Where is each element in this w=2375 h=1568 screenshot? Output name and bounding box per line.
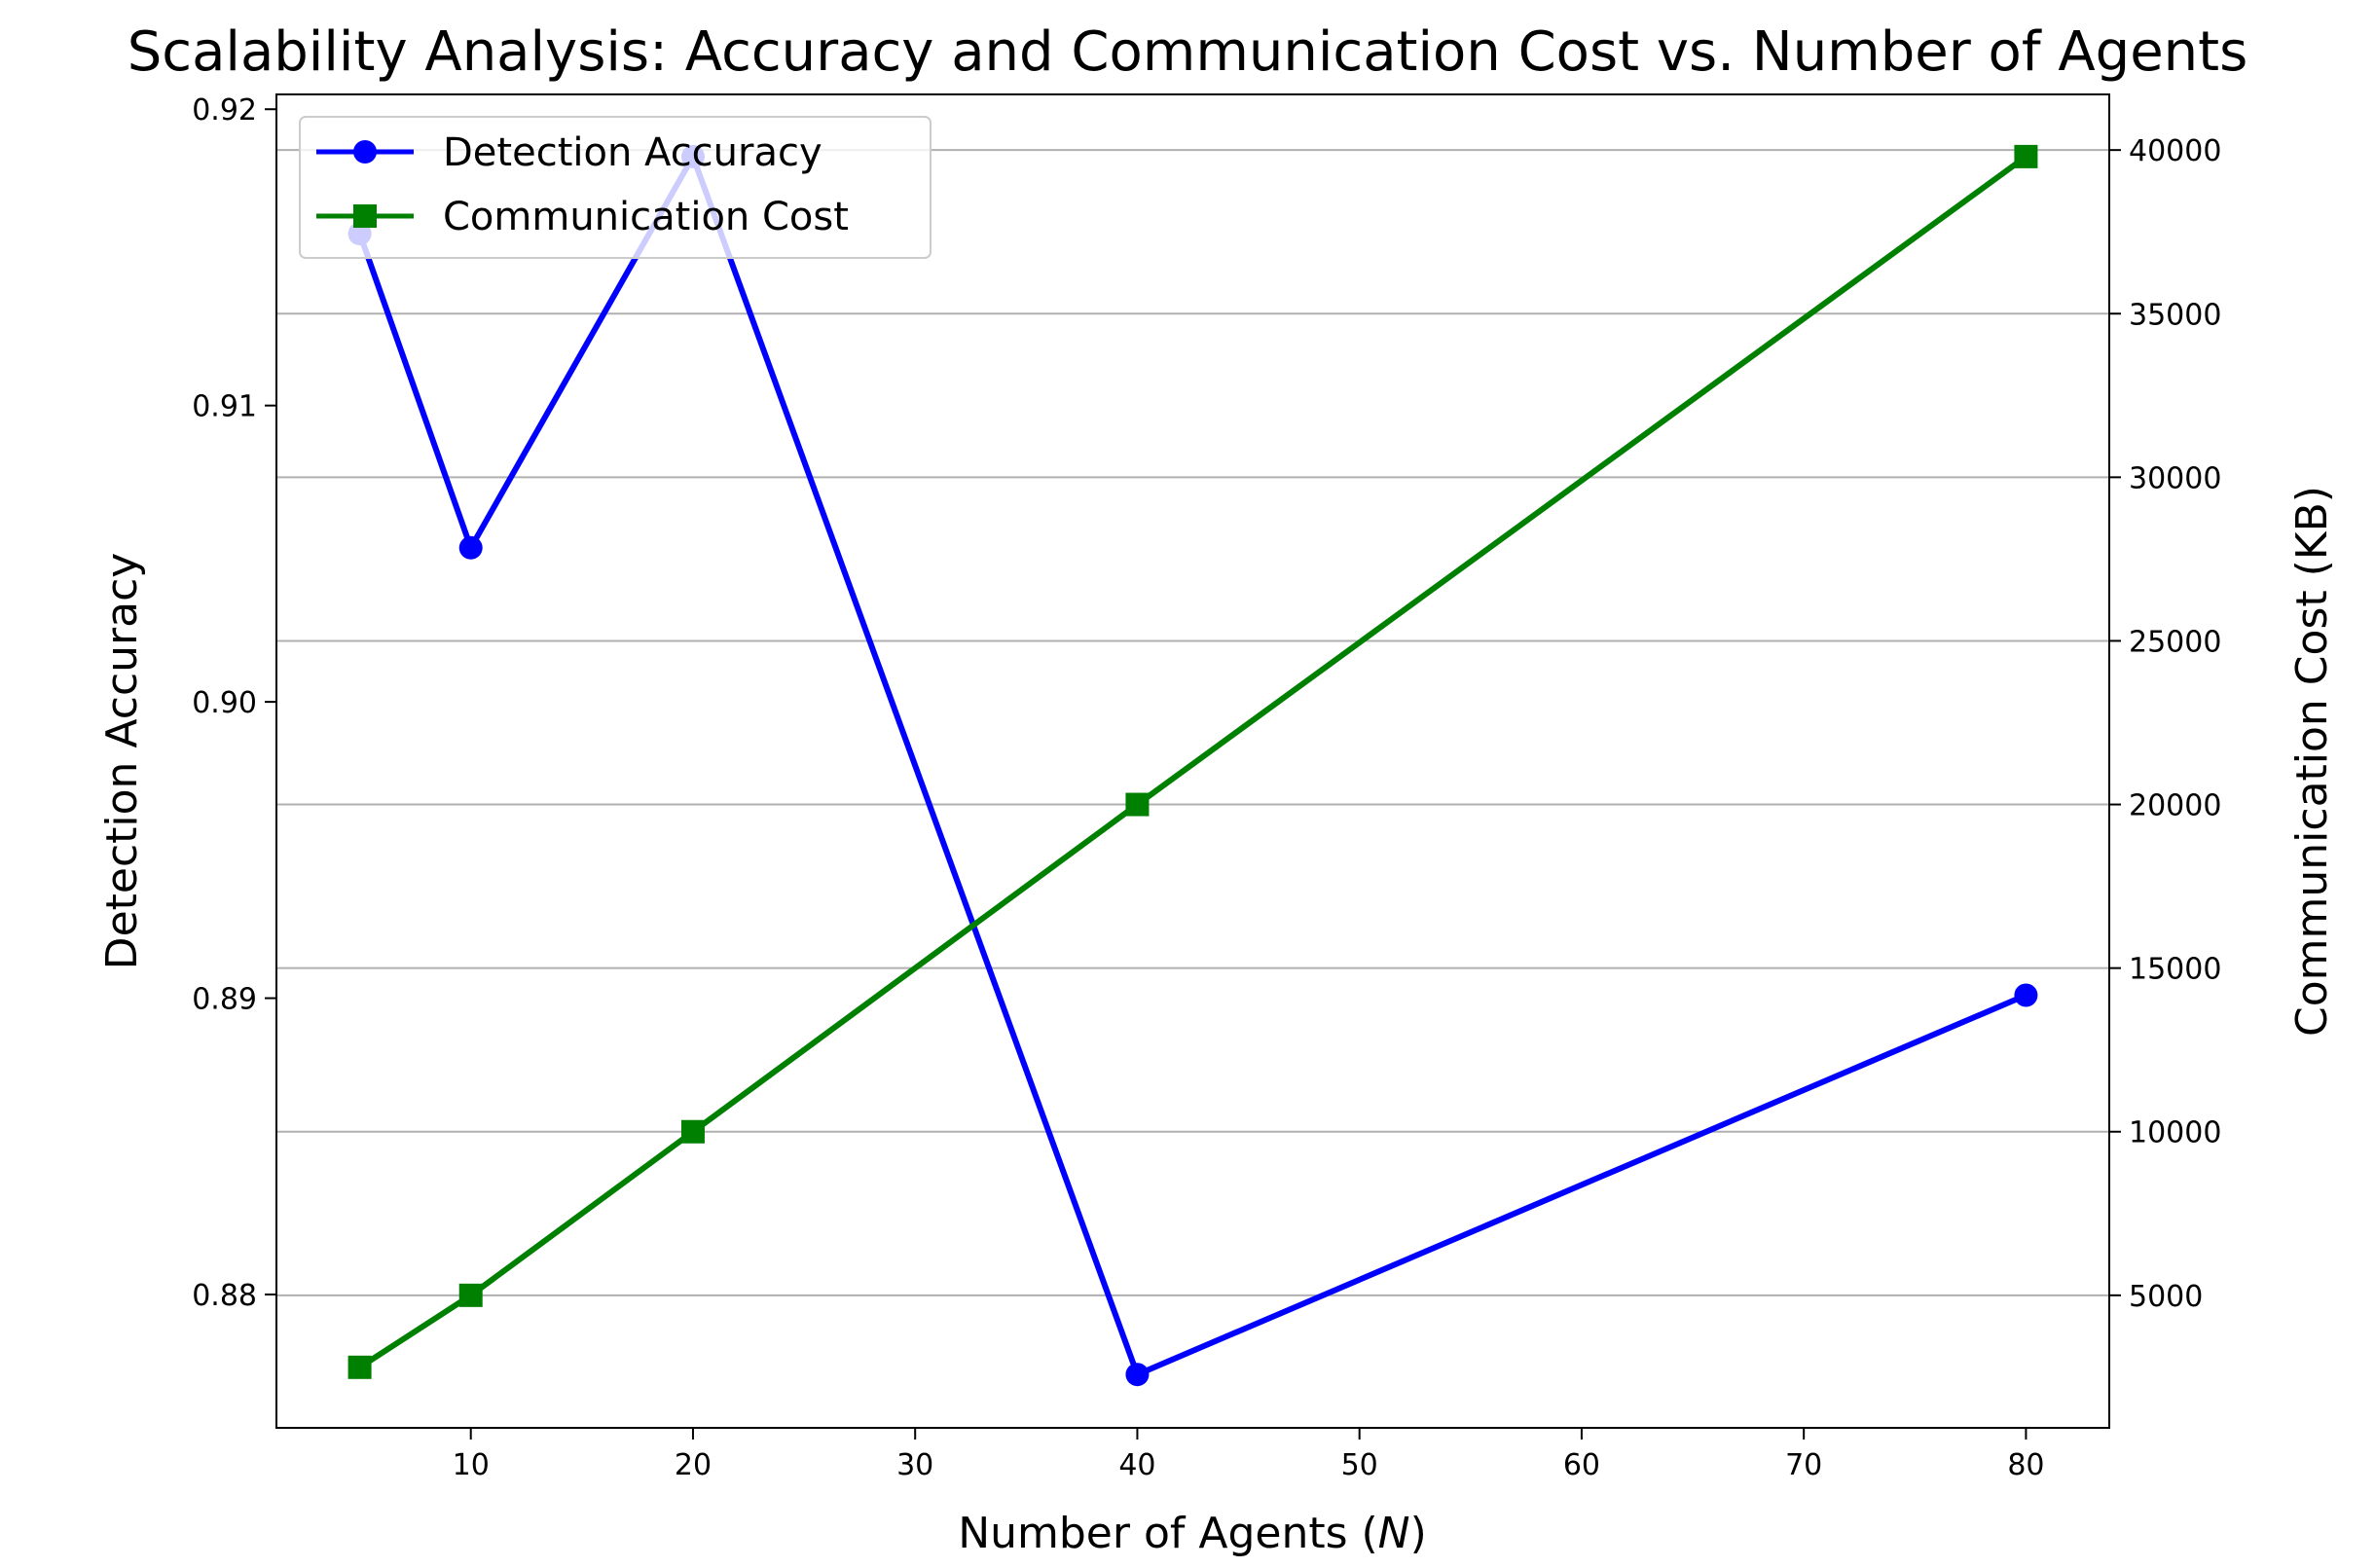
- data-point-detection-accuracy: [458, 535, 483, 560]
- y-right-tick-label: 25000: [2129, 625, 2221, 659]
- series-layer: [347, 144, 2038, 1387]
- y-right-tick-label: 40000: [2129, 134, 2221, 168]
- y-left-tick-label: 0.90: [192, 686, 257, 720]
- plot-frame: [275, 93, 2110, 1429]
- data-point-communication-cost: [680, 1119, 705, 1144]
- x-tick-label: 30: [896, 1448, 933, 1482]
- legend-box: [299, 116, 932, 259]
- legend-label-communication: Communication Cost: [443, 195, 849, 239]
- legend-entry-communication: Communication Cost: [316, 195, 849, 239]
- x-tick-label: 70: [1785, 1448, 1822, 1482]
- data-point-detection-accuracy: [1125, 1363, 1150, 1387]
- data-point-communication-cost: [1125, 792, 1150, 817]
- x-axis-label: Number of Agents (N): [958, 1509, 1427, 1558]
- y-left-tick-label: 0.89: [192, 983, 257, 1017]
- grid: [276, 149, 2109, 1296]
- x-tick-label: 10: [453, 1448, 490, 1482]
- y-right-tick-label: 5000: [2129, 1280, 2203, 1314]
- legend: Detection Accuracy Communication Cost: [299, 116, 932, 259]
- legend-marker-communication: [353, 204, 377, 228]
- y-axis-right-label: Communication Cost (KB): [2287, 486, 2337, 1037]
- x-tick-label: 80: [2007, 1448, 2044, 1482]
- data-point-communication-cost: [2014, 144, 2038, 168]
- data-point-communication-cost: [458, 1283, 483, 1307]
- chart-title: Scalability Analysis: Accuracy and Commu…: [128, 20, 2248, 84]
- x-tick-label: 20: [675, 1448, 712, 1482]
- y-left-tick-label: 0.92: [192, 93, 257, 128]
- y-right-tick-label: 10000: [2129, 1116, 2221, 1150]
- y-right-tick-label: 20000: [2129, 789, 2221, 823]
- y-left-tick-label: 0.88: [192, 1279, 257, 1313]
- y-left-tick-label: 0.91: [192, 390, 257, 424]
- legend-entry-accuracy: Detection Accuracy: [316, 130, 822, 175]
- x-tick-label: 50: [1341, 1448, 1378, 1482]
- legend-label-accuracy: Detection Accuracy: [443, 130, 822, 175]
- y-axis-left: 0.88 0.89 0.90 0.91 0.92: [192, 93, 276, 1313]
- y-axis-right: 5000 10000 15000 20000 25000 30000 35000 40000: [2109, 134, 2221, 1314]
- y-right-tick-label: 35000: [2129, 298, 2221, 332]
- y-axis-left-label: Detection Accuracy: [97, 553, 147, 970]
- y-right-tick-label: 30000: [2129, 461, 2221, 495]
- legend-marker-accuracy: [353, 140, 377, 164]
- x-axis: 10 20 30 40 50 60 70 80: [453, 1428, 2045, 1482]
- x-tick-label: 60: [1563, 1448, 1600, 1482]
- series-line-communication-cost: [357, 154, 2028, 1370]
- y-right-tick-label: 15000: [2129, 953, 2221, 987]
- x-tick-label: 40: [1118, 1448, 1155, 1482]
- data-point-communication-cost: [347, 1355, 372, 1379]
- data-point-detection-accuracy: [2014, 983, 2038, 1007]
